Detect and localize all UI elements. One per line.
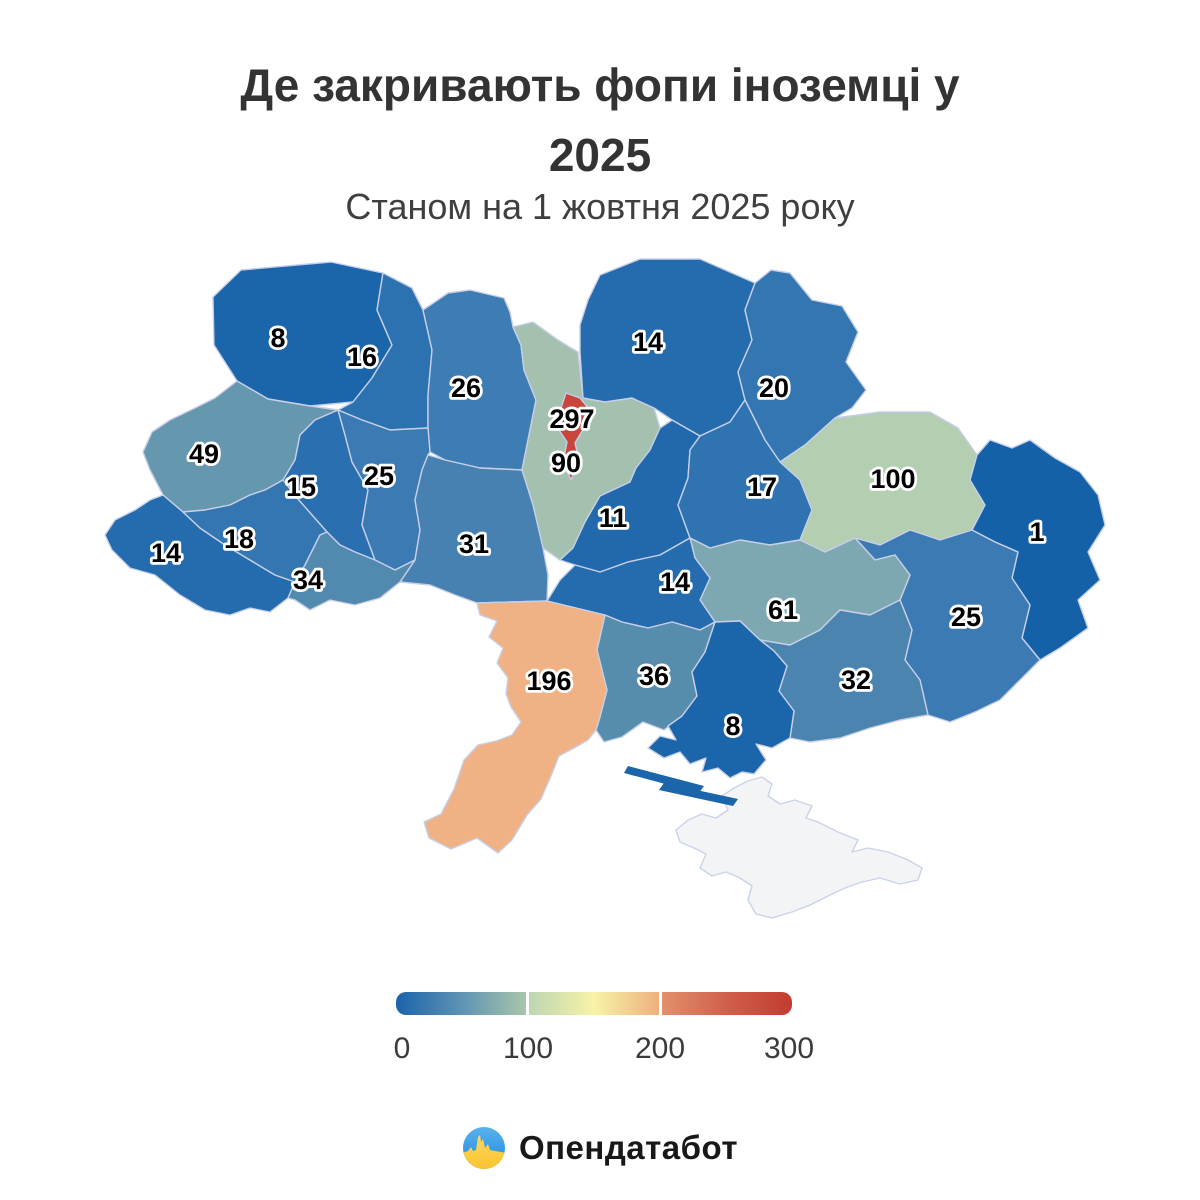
region-value-rivne: 16 — [347, 342, 377, 372]
region-value-volyn: 8 — [270, 323, 285, 353]
scale-tick-100: 100 — [502, 1032, 554, 1065]
region-value-cherkasy: 11 — [599, 503, 628, 533]
region-value-vinnytsia: 31 — [459, 529, 489, 559]
region-value-odesa: 196 — [526, 666, 571, 696]
region-sumy[interactable] — [737, 269, 867, 463]
region-value-kherson: 8 — [725, 711, 740, 741]
color-scale-ticks: 0 100 200 300 — [0, 1032, 1200, 1072]
scale-tick-0: 0 — [393, 1032, 411, 1065]
scale-tick-300: 300 — [763, 1032, 815, 1065]
region-value-lviv: 49 — [189, 439, 219, 469]
scale-tick-200: 200 — [634, 1032, 686, 1065]
region-value-kharkiv: 100 — [870, 464, 915, 494]
region-chernivtsi[interactable] — [287, 531, 416, 611]
region-value-kirovohrad: 14 — [660, 567, 690, 597]
region-kyiv_city[interactable] — [556, 392, 591, 481]
footer-brand: Опендатабот — [0, 1126, 1200, 1170]
region-value-ivano_frankivsk: 18 — [224, 524, 254, 554]
coastal-spit-2 — [659, 783, 738, 806]
region-value-poltava: 17 — [747, 472, 777, 502]
color-scale-bar — [396, 992, 792, 1015]
region-value-zakarpattia: 14 — [151, 538, 181, 568]
region-value-sumy: 20 — [759, 373, 789, 403]
color-scale-segment-low — [396, 992, 526, 1015]
region-value-luhansk: 1 — [1029, 517, 1044, 547]
region-value-chernivtsi: 34 — [293, 565, 323, 595]
map-value-labels: 8 16 26 90 14 20 49 15 25 31 11 17 100 1 25 61 32 14 36 8 19… — [148, 320, 1047, 744]
coastal-spit-1 — [624, 766, 704, 793]
title-line-1: Де закривають фопи іноземці у — [240, 59, 960, 111]
region-value-zaporizhzhia: 32 — [841, 665, 871, 695]
color-scale-segment-mid — [529, 992, 659, 1015]
region-value-mykolaiv: 36 — [639, 661, 669, 691]
region-kherson[interactable] — [647, 620, 795, 779]
region-value-kyiv_oblast: 90 — [551, 448, 581, 478]
region-crimea — [675, 776, 923, 919]
region-odesa[interactable] — [423, 600, 608, 854]
map-regions — [104, 258, 1106, 919]
region-value-zhytomyr: 26 — [451, 373, 481, 403]
title-line-2: 2025 — [548, 129, 652, 181]
page-subtitle: Станом на 1 жовтня 2025 року — [345, 186, 855, 227]
region-value-ternopil: 15 — [286, 472, 316, 502]
opendatabot-logo-icon — [462, 1127, 505, 1169]
color-scale-segment-high — [662, 992, 792, 1015]
region-value-khmelnytskyi: 25 — [364, 461, 394, 491]
region-value-donetsk: 25 — [951, 602, 981, 632]
region-value-dnipro: 61 — [768, 595, 798, 625]
region-value-chernihiv: 14 — [633, 327, 663, 357]
region-value-kyiv_city: 297 — [549, 404, 594, 434]
page-title: Де закривають фопи іноземці у 2025 — [0, 50, 1200, 190]
brand-name: Опендатабот — [518, 1129, 739, 1166]
